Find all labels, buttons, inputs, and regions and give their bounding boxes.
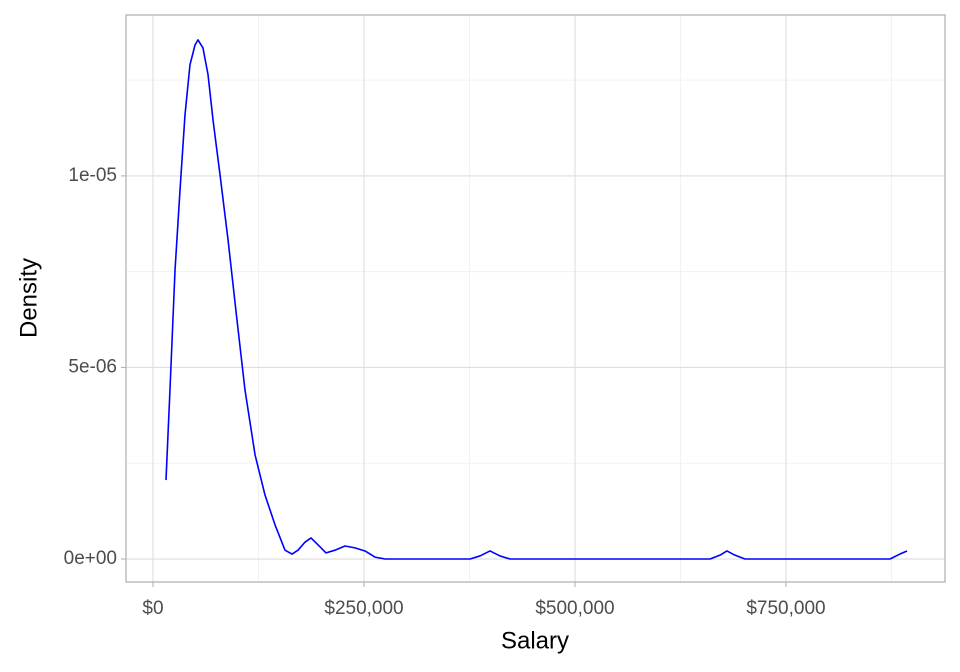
x-tick-label: $750,000 (746, 598, 825, 619)
y-axis-title: Density (15, 258, 42, 338)
x-tick-label: $250,000 (324, 598, 403, 619)
y-tick-label: 5e-06 (68, 356, 117, 377)
y-tick-label: 1e-05 (68, 165, 117, 186)
x-axis-title: Salary (501, 627, 569, 654)
x-tick-label: $500,000 (535, 598, 614, 619)
density-line (165, 39, 908, 560)
panel-border (125, 14, 946, 583)
x-tick-label: $0 (142, 598, 163, 619)
y-tick-label: 0e+00 (64, 548, 117, 569)
